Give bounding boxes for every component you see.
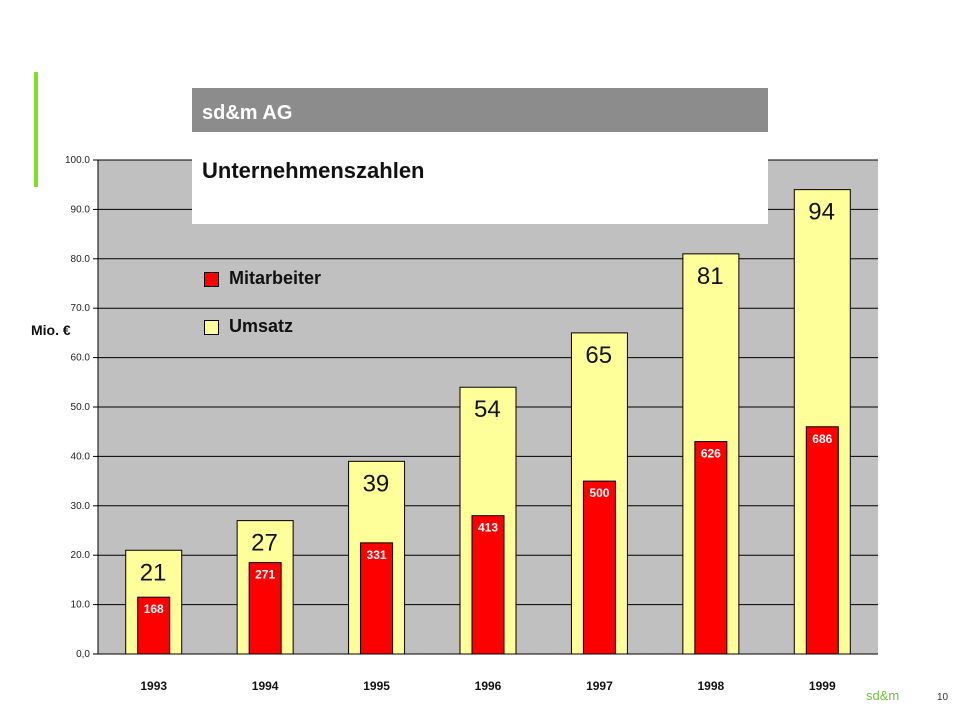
- x-axis-ticks: 1993 1994 1995 1996 1997 1998 1999: [140, 679, 836, 693]
- data-label-umsatz: 54: [474, 396, 501, 423]
- y-tick-label: 100.0: [65, 155, 90, 166]
- bar-mitarbeiter: [805, 426, 839, 655]
- title-panel: Unternehmenszahlen: [192, 132, 768, 224]
- data-label-umsatz: 65: [585, 342, 612, 369]
- bar-mitarbeiter: [360, 542, 394, 655]
- y-tick-label: 50.0: [71, 402, 91, 413]
- data-label-umsatz: 94: [808, 199, 835, 226]
- legend-item-umsatz: Umsatz: [204, 316, 404, 340]
- y-tick-label: 70.0: [71, 303, 91, 314]
- header-title: sd&m AG: [202, 102, 293, 124]
- data-label-mitarbeiter: 500: [589, 486, 609, 500]
- bar-mitarbeiter: [248, 562, 282, 655]
- y-tick-label: 10.0: [71, 600, 91, 611]
- accent-bar: [34, 72, 38, 187]
- x-tick-label: 1995: [363, 679, 390, 693]
- legend-swatch-umsatz: [204, 320, 219, 335]
- legend-label-umsatz: Umsatz: [229, 316, 294, 336]
- y-tick-label: 30.0: [71, 501, 91, 512]
- data-label-umsatz: 39: [363, 470, 390, 497]
- y-tick-label: 20.0: [71, 550, 91, 561]
- slide-title: Unternehmenszahlen: [202, 158, 425, 183]
- bar-mitarbeiter: [582, 480, 616, 655]
- bar-mitarbeiter: [471, 515, 505, 655]
- x-tick-label: 1994: [252, 679, 279, 693]
- y-tick-label: 60.0: [71, 353, 91, 364]
- y-tick-label: 90.0: [71, 204, 91, 215]
- data-label-mitarbeiter: 626: [701, 447, 721, 461]
- header-banner: sd&m AG: [192, 88, 768, 132]
- y-axis-ticks: 0,0 10.0 20.0 30.0 40.0 50.0 60.0 70.0 80.0 90.0 1…: [65, 155, 90, 660]
- data-label-mitarbeiter: 686: [812, 432, 832, 446]
- x-tick-label: 1998: [698, 679, 725, 693]
- data-label-umsatz: 81: [697, 263, 724, 290]
- data-label-mitarbeiter: 271: [255, 568, 275, 582]
- bar-mitarbeiter: [137, 596, 171, 655]
- bars: 21 168 27 271 39 331 54 413 65 500 81 626 94 686: [125, 189, 851, 655]
- data-label-mitarbeiter: 413: [478, 521, 498, 535]
- y-tick-label: 80.0: [71, 254, 91, 265]
- x-tick-label: 1999: [809, 679, 836, 693]
- x-tick-label: 1993: [140, 679, 167, 693]
- data-label-mitarbeiter: 331: [367, 548, 387, 562]
- data-label-umsatz: 21: [140, 559, 167, 586]
- legend-swatch-mitarbeiter: [204, 272, 219, 287]
- legend-item-mitarbeiter: Mitarbeiter: [204, 268, 404, 292]
- footer-brand: sd&m: [866, 688, 900, 703]
- legend-label-mitarbeiter: Mitarbeiter: [229, 268, 322, 288]
- y-tick-label: 40.0: [71, 451, 91, 462]
- x-tick-label: 1997: [586, 679, 613, 693]
- data-label-umsatz: 27: [251, 530, 278, 557]
- data-label-mitarbeiter: 168: [144, 602, 164, 616]
- y-axis-unit: Mio. €: [31, 322, 71, 338]
- page-number: 10: [937, 692, 949, 703]
- y-tick-label: 0,0: [76, 649, 90, 660]
- x-tick-label: 1996: [475, 679, 502, 693]
- bar-mitarbeiter: [694, 441, 728, 655]
